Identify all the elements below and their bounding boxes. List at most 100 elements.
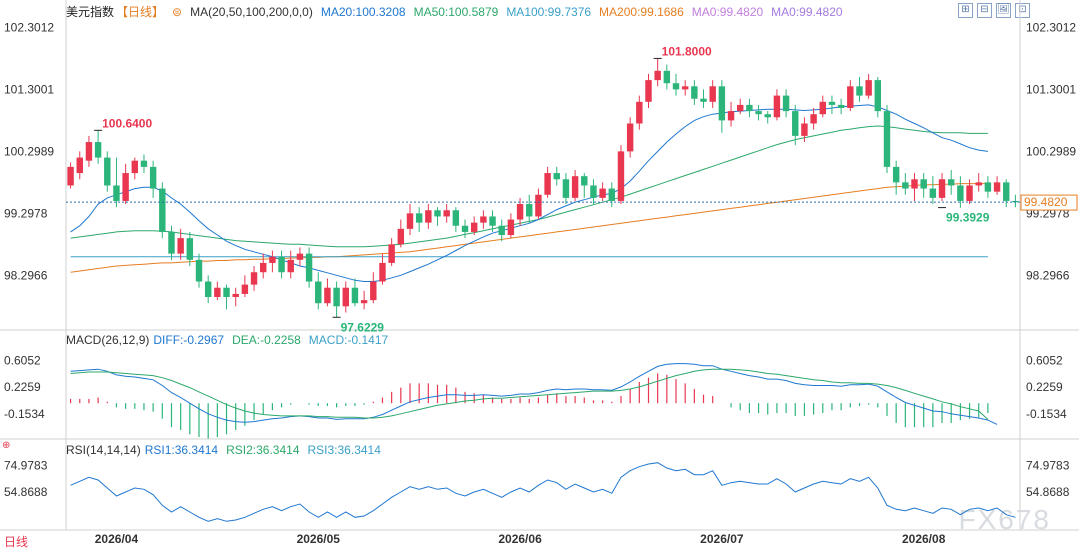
candle-body [507,219,515,236]
rsi2-value: RSI2:36.3414 [226,443,300,457]
candle-body [654,70,661,81]
candle-body [810,114,817,124]
candle-body [122,173,129,201]
candle-body [85,142,93,161]
candle-body [993,182,1001,192]
candle-body [76,157,83,174]
candle-body [388,244,395,263]
image-icon[interactable]: 🖼 [996,3,1011,18]
x-tick-label: 2026/06 [498,532,542,546]
crosshair-icon[interactable]: ⊕ [2,440,11,451]
current-price-label: 99.4820 [1024,195,1068,209]
candle-body [195,259,203,282]
candle-body [480,216,487,223]
candle-body [269,256,276,263]
candle-body [782,95,790,112]
candle-body [333,287,340,307]
price-tick-label: 98.2966 [1026,269,1070,283]
candle-body [67,166,74,186]
macd-label: MACD(26,12,9) [66,333,150,347]
candle-body [1003,182,1010,201]
candle-body [709,86,716,102]
candle-body [360,300,368,304]
candle-body [746,104,753,112]
ma0-value-a: MA0:99.4820 [691,5,764,19]
candle-body [874,80,882,112]
candle-body [397,228,405,245]
settings-icon[interactable]: ⊜ [172,5,183,19]
candle-body [324,287,331,304]
candle-body [232,293,239,298]
candle-body [957,185,964,201]
candle-body [718,86,726,121]
macd-diff: DIFF:-0.2967 [153,333,225,347]
dea-line [70,368,989,420]
candle-body [443,210,450,217]
ma200-value: MA200:99.1686 [599,5,684,19]
macd-tick-label: 0.6052 [4,353,41,367]
candle-body [535,194,542,217]
x-tick-label: 2026/04 [95,532,139,546]
current-price-box [1020,194,1078,211]
candle-body [250,272,258,285]
window-icon[interactable]: ⊡ [1015,3,1030,18]
rsi-tick-label: 54.8688 [4,485,48,499]
candle-body [186,238,194,260]
candle-body [792,111,799,136]
candle-body [801,123,808,136]
annotation-label: 101.8000 [662,44,712,58]
candle-body [415,213,423,223]
candle-body [636,101,643,124]
candle-body [865,80,872,96]
candle-body [241,284,249,294]
candle-body [489,216,496,226]
candle-body [681,86,689,90]
candle-body [287,259,294,273]
candle-body [315,281,322,304]
candle-body [434,210,441,217]
candle-body [278,256,285,273]
candle-body [461,225,469,232]
price-tick-label: 101.3001 [1026,82,1076,96]
main-header: 美元指数 【日线】 ⊜ MA(20,50,100,200,0,0) MA20:100.3… [66,3,851,21]
candle-body [755,111,762,115]
price-tick-label: 101.3001 [4,82,54,96]
price-tick-label: 100.2989 [1026,144,1076,158]
zoom-in-icon[interactable]: ⊞ [958,3,973,18]
candle-body [159,188,166,232]
price-tick-label: 102.3012 [1026,20,1076,34]
candle-body [590,185,597,198]
period-label[interactable]: 【日线】 [116,5,165,19]
candle-body [599,188,606,198]
candle-body [645,80,652,102]
candle-body [856,86,863,96]
ma20-value: MA20:100.3208 [320,5,406,19]
candle-body [975,182,982,186]
candle-body [104,157,111,186]
macd-dea: DEA:-0.2258 [232,333,301,347]
period-tab[interactable]: 日线 [4,535,29,549]
candle-body [764,114,771,118]
candle-body [113,185,120,201]
candle-body [140,160,148,167]
candle-body [452,210,460,226]
candle-body [626,123,634,152]
price-tick-label: 99.2978 [4,206,48,220]
candle-body [911,179,918,189]
x-tick-label: 2026/08 [902,532,946,546]
candle-body [892,166,900,183]
candle-body [672,83,680,90]
candle-body [700,98,707,102]
candle-body [544,173,551,195]
rsi3-value: RSI3:36.3414 [307,443,381,457]
zoom-out-icon[interactable]: ⊟ [977,3,992,18]
macd-tick-label: 0.2259 [4,380,41,394]
macd-tick-label: -0.1534 [4,407,45,421]
ma100-value: MA100:99.7376 [506,5,592,19]
candle-body [553,173,560,180]
candle-body [819,101,826,115]
candle-body [131,160,139,174]
candle-body [498,225,505,236]
candle-body [727,111,735,121]
